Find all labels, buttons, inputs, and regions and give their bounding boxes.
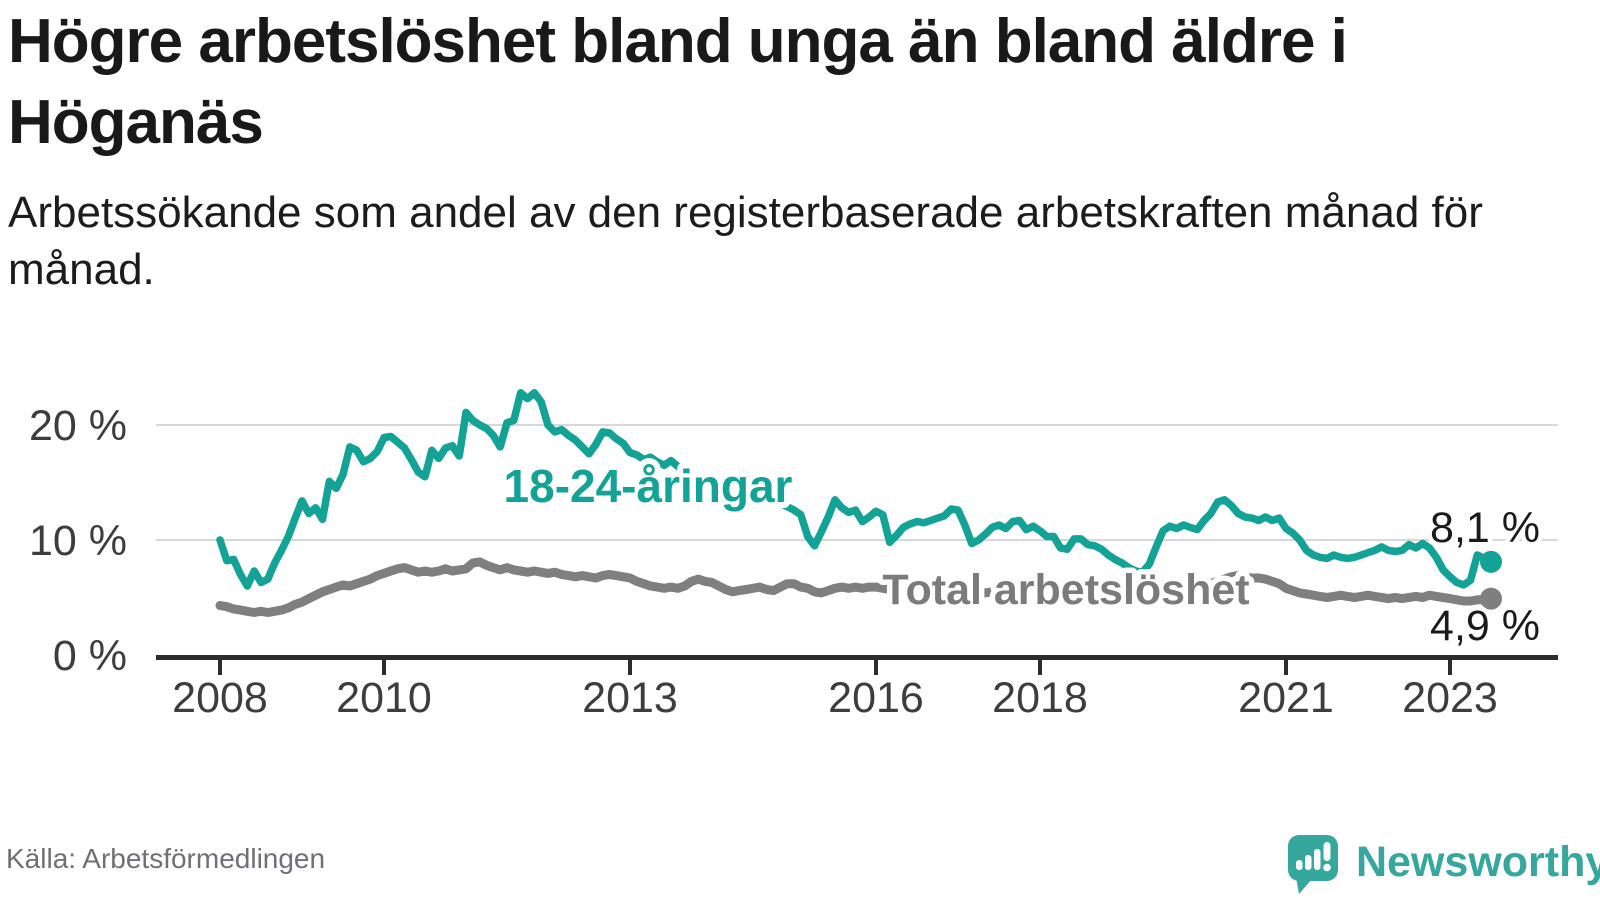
y-tick-label-20: 20 %: [29, 402, 127, 450]
x-tick-label-2010: 2010: [336, 674, 432, 722]
young-series-label: 18-24-åringar: [504, 460, 793, 512]
newsworthy-brand: Newsworthy: [1286, 833, 1600, 897]
end-point-dots: [1480, 550, 1502, 610]
x-tick-label-2013: 2013: [582, 674, 678, 722]
chart-title: Högre arbetslöshet bland unga än bland ä…: [8, 7, 1348, 157]
x-tick-label-2021: 2021: [1238, 674, 1334, 722]
total-end-value-label: 4,9 %: [1430, 602, 1540, 650]
source-credit: Källa: Arbetsförmedlingen: [6, 843, 326, 874]
y-tick-label-10: 10 %: [29, 517, 127, 565]
x-axis: 2008 2010 2013 2016 2018 2021 2023: [156, 655, 1558, 722]
chart-subtitle: Arbetssökande som andel av den registerb…: [8, 188, 1483, 295]
youth-unemployment-line: [216, 389, 1495, 590]
y-tick-label-0: 0 %: [53, 632, 127, 680]
x-tick-label-2008: 2008: [172, 674, 268, 722]
total-end-dot: [1480, 587, 1502, 610]
data-series: [215, 389, 1496, 617]
young-end-dot: [1480, 550, 1502, 573]
total-series-label: Total arbetslöshet: [882, 566, 1249, 614]
x-tick-label-2018: 2018: [992, 674, 1088, 722]
newsworthy-brand-text: Newsworthy: [1356, 838, 1600, 886]
gridlines: 0 % 10 % 20 %: [29, 402, 1558, 680]
total-unemployment-line: [215, 557, 1496, 617]
x-tick-label-2023: 2023: [1402, 674, 1498, 722]
young-end-value-label: 8,1 %: [1430, 504, 1540, 552]
x-tick-label-2016: 2016: [828, 674, 924, 722]
newsworthy-logo-icon: [1288, 835, 1338, 894]
